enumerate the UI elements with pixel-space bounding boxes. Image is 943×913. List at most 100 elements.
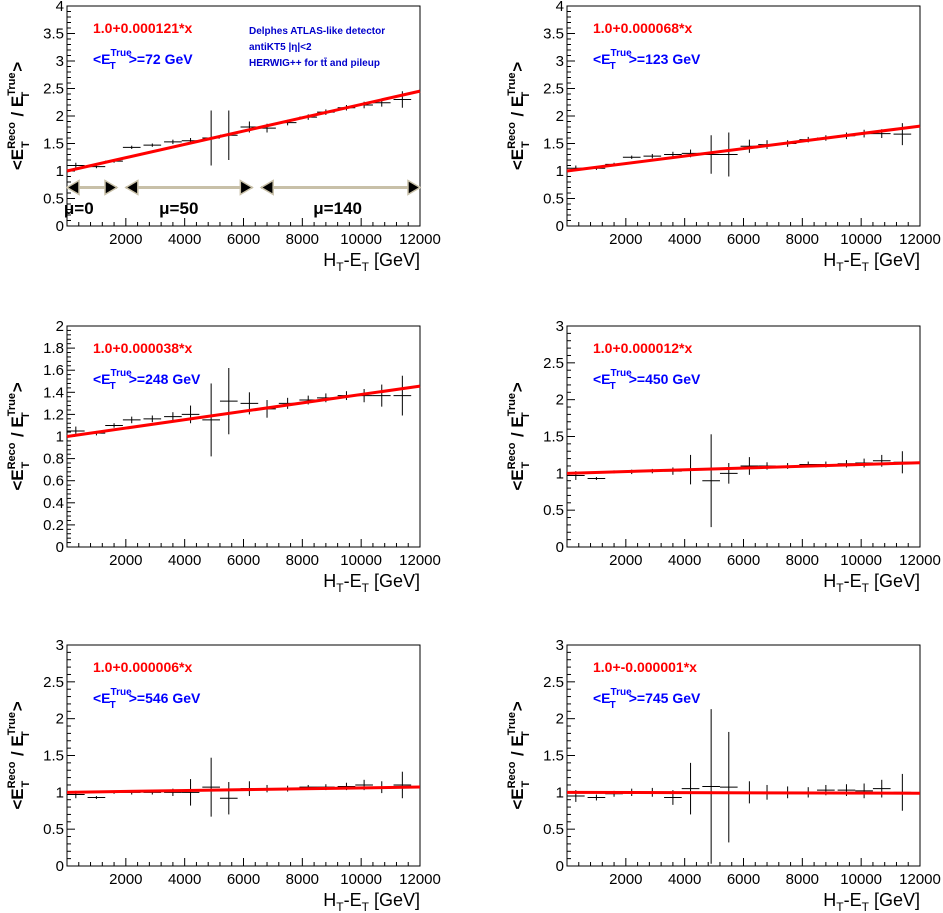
plot-frame: [66, 644, 421, 867]
y-tick-label: 2: [556, 108, 564, 125]
y-tick-label: 0: [56, 858, 64, 875]
x-axis-label: HT-ET [GeV]: [823, 571, 920, 595]
fit-line: [566, 790, 921, 795]
pileup-label: μ=0: [64, 199, 94, 218]
data-point: [587, 477, 606, 480]
data-point: [181, 779, 200, 806]
data-point: [87, 796, 106, 799]
panel-4: 2000 4000 6000 8000 10000 12000 0 0.5 1 1.5 2 2.5 3 H…: [506, 318, 941, 595]
y-axis-label: <EReco T / ETrue T>: [506, 701, 532, 809]
y-tick-label: 1: [556, 163, 564, 180]
plot-frame: [566, 5, 921, 227]
x-tick-label: 2000: [109, 231, 142, 248]
x-tick-label: 4000: [168, 552, 201, 569]
panel-2: 2000 4000 6000 8000 10000 12000 0 0.5 1 1.5 2 2.5 3 3…: [506, 0, 941, 274]
y-tick-label: 2.5: [43, 81, 64, 98]
mean-label: <ETrue T >=745 GeV: [593, 687, 701, 711]
x-tick-label: 12000: [899, 871, 941, 888]
mean-label: <ETrue T >=123 GeV: [593, 48, 701, 72]
y-tick-label: 1.5: [43, 748, 64, 765]
x-tick-label: 2000: [609, 231, 642, 248]
data-point: [202, 383, 220, 457]
fit-line: [66, 785, 421, 794]
pileup-label: μ=50: [159, 199, 198, 218]
mean-label: <ETrue T >=546 GeV: [93, 687, 201, 711]
data-point: [702, 434, 720, 528]
panel-3: 2000 4000 6000 8000 10000 12000 0 0.2 0.4 0.6 0.8 1…: [6, 318, 441, 595]
y-tick-label: 1.5: [543, 136, 564, 153]
generator-note: HERWIG++ for tt̄ and pileup: [249, 57, 380, 69]
panel-1: 2000 4000 6000 8000 10000 12000 0 0.5 1 1.5 2 2.5 3 3…: [6, 0, 441, 274]
y-tick-label: 1.5: [43, 136, 64, 153]
x-tick-label: 2000: [609, 871, 642, 888]
y-tick-label: 0.2: [43, 517, 64, 534]
mean-label: <ETrue T >=248 GeV: [93, 368, 201, 392]
arrow-head-left: [124, 179, 139, 196]
data-point: [105, 423, 123, 428]
x-axis-label: HT-ET [GeV]: [823, 250, 920, 274]
y-tick-label: 1.4: [43, 384, 64, 401]
y-tick-label: 2: [56, 108, 64, 125]
x-tick-label: 8000: [286, 231, 319, 248]
data-point: [719, 463, 738, 484]
x-tick-label: 12000: [899, 231, 941, 248]
x-tick-label: 2000: [109, 871, 142, 888]
x-tick-label: 6000: [727, 552, 760, 569]
y-tick-label: 4: [56, 0, 64, 15]
y-tick-label: 0.8: [43, 451, 64, 468]
y-tick-label: 2: [56, 711, 64, 728]
data-point: [643, 153, 662, 159]
y-axis-label: <EReco T / ETrue T>: [6, 62, 32, 170]
fit-label: 1.0+-0.000001*x: [593, 659, 697, 675]
y-tick-label: 3: [556, 318, 564, 335]
y-tick-label: 2.5: [543, 355, 564, 372]
y-tick-label: 0: [556, 858, 564, 875]
panel-6: 2000 4000 6000 8000 10000 12000 0 0.5 1 1.5 2 2.5 3 H…: [506, 637, 941, 913]
y-tick-label: 0.5: [43, 191, 64, 208]
y-tick-label: 4: [556, 0, 564, 15]
y-tick-label: 1.2: [43, 406, 64, 423]
y-axis-label: <EReco T / ETrue T>: [506, 382, 532, 490]
data-point: [622, 155, 641, 159]
x-tick-label: 4000: [668, 871, 701, 888]
y-axis-label: <EReco T / ETrue T>: [506, 62, 532, 170]
pileup-label: μ=140: [313, 199, 362, 218]
x-tick-label: 10000: [340, 871, 382, 888]
x-tick-label: 4000: [168, 231, 201, 248]
y-tick-label: 0: [556, 218, 564, 235]
data-point: [122, 416, 141, 424]
y-axis-label: <EReco T / ETrue T>: [6, 701, 32, 809]
data-point: [393, 771, 412, 799]
arrow-head-right: [407, 179, 422, 196]
x-axis-label: HT-ET [GeV]: [323, 250, 420, 274]
y-tick-label: 3.5: [543, 26, 564, 43]
fit-label: 1.0+0.000038*x: [93, 340, 192, 356]
jet-note: antiKT5 |η|<2: [249, 42, 312, 53]
x-tick-label: 4000: [668, 231, 701, 248]
mu-range-arrow: [259, 179, 422, 196]
data-point: [872, 779, 891, 798]
y-tick-label: 0.4: [43, 495, 64, 512]
fit-label: 1.0+0.000006*x: [93, 659, 192, 675]
mu-range-arrow: [65, 179, 119, 196]
y-tick-label: 1.8: [43, 340, 64, 357]
x-axis-label: HT-ET [GeV]: [323, 890, 420, 913]
data-point: [719, 731, 738, 843]
x-tick-label: 12000: [399, 231, 441, 248]
y-tick-label: 1: [556, 784, 564, 801]
mu-range-arrow: [124, 179, 254, 196]
x-tick-label: 6000: [227, 231, 260, 248]
y-tick-label: 0.5: [543, 191, 564, 208]
y-tick-label: 3: [556, 637, 564, 654]
fit-line: [66, 384, 421, 438]
data-point: [372, 384, 391, 407]
y-tick-label: 2: [556, 392, 564, 409]
fit-line: [66, 89, 421, 173]
data-point: [122, 145, 141, 149]
y-tick-label: 3: [56, 53, 64, 70]
data-point: [393, 375, 412, 416]
arrow-head-left: [259, 179, 274, 196]
x-tick-label: 8000: [286, 552, 319, 569]
y-tick-label: 0: [56, 539, 64, 556]
